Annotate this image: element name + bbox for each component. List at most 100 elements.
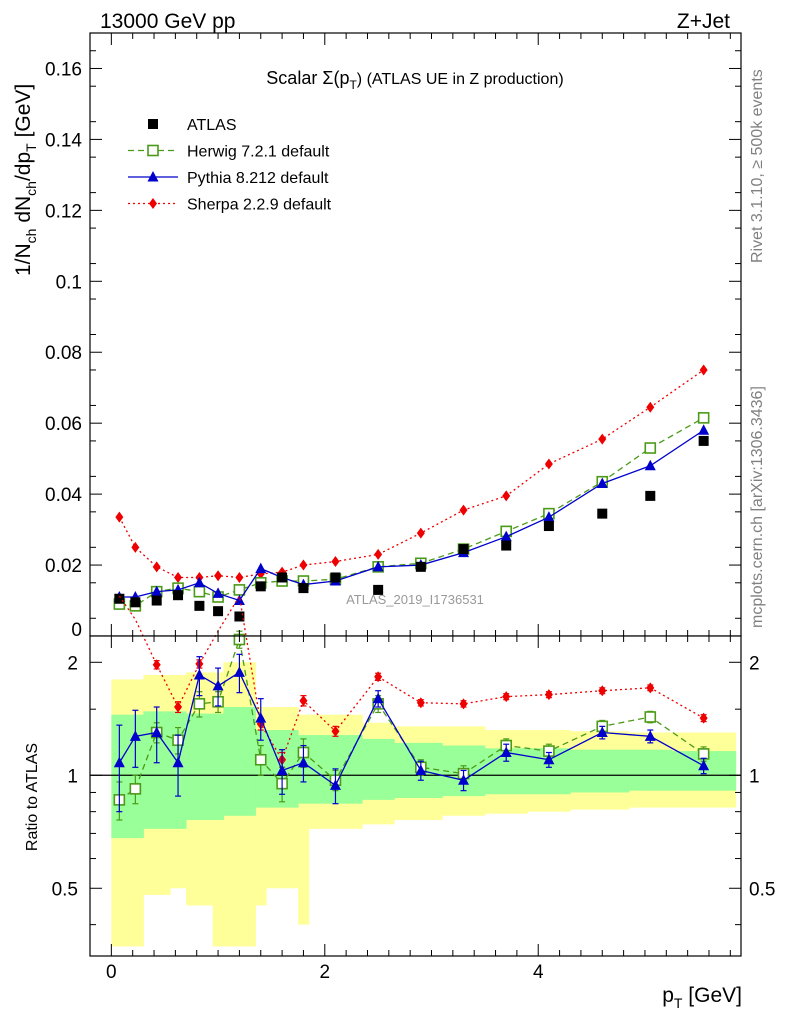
pythia-ratio-point [458,774,470,785]
pythia-ratio-point [172,756,184,768]
herwig-ratio-point [254,753,267,766]
sherpa-point [299,559,308,571]
sherpa-ratio-point [544,689,553,701]
atlas-point [130,597,141,608]
herwig-point [193,585,206,598]
herwig-ratio-point [644,711,657,723]
pythia-ratio-point [129,730,141,741]
sherpa-ratio-point [174,701,183,713]
pythia-ratio-point [543,753,555,765]
atlas-point [698,435,709,446]
pythia-ratio-point [596,726,608,738]
sherpa-ratio-point [502,691,511,703]
sherpa-ratio-point [331,725,340,737]
x-axis-label-text: p [662,984,674,1007]
y-tick-label: 0.02 [45,556,82,577]
atlas-point [645,490,656,501]
uncertainty-band-yellow [298,714,310,925]
sherpa-point [699,364,708,376]
pythia-ratio-point [193,668,205,680]
herwig-point [644,442,657,454]
sherpa-ratio-point [152,659,161,671]
sherpa-point [502,490,511,502]
mcplots-label: mcplots.cern.ch [arXiv:1306.3436] [749,386,766,628]
sherpa-point [214,570,223,582]
pythia-ratio-point [644,730,656,741]
y-axis-label-sub1: ch [23,229,39,244]
pythia-point [372,560,384,572]
atlas-point [173,590,184,601]
atlas-point [255,581,266,592]
pythia-ratio-point [113,756,125,768]
pythia-ratio-point [297,756,309,768]
atlas-point [114,593,125,604]
y-tick-label: 0.16 [45,59,82,80]
y-tick-label: 0.06 [45,414,82,435]
herwig-ratio-point [193,698,206,710]
pythia-point [543,511,555,522]
plot-title: Scalar Σ(pT) (ATLAS UE in Z production) [266,68,563,92]
ratio-axis-label: Ratio to ATLAS [24,743,41,851]
pythia-ratio-point [329,779,341,790]
pythia-point [500,530,512,542]
x-tick-label: 0 [106,962,117,983]
sherpa-ratio-point [459,698,468,710]
sherpa-point [131,541,140,553]
uncertainty-band-green [223,707,256,816]
x-axis-label: pT [GeV] [662,984,742,1011]
ratio-overflow-mask-bottom [90,957,741,1017]
ratio-tick-label: 0.5 [52,879,78,900]
plot-title-suffix: ) (ATLAS UE in Z production) [357,71,564,88]
pythia-ratio-point [255,712,267,723]
y-axis-label: 1/Nch dNch/dpT [GeV] [12,84,39,276]
sherpa-ratio-point [699,712,708,724]
ratio-plot-border [89,635,742,957]
y-tick-label: 0.12 [45,201,82,222]
legend: ATLAS Herwig 7.2.1 default Pythia 8.212 de… [128,117,332,214]
pythia-ratio-point [151,726,163,738]
sherpa-point [174,571,183,583]
y-axis-label-mid: dN [12,196,35,229]
ratio-tick-label: 2 [67,653,78,674]
atlas-point [277,572,288,583]
pythia-point [596,477,608,488]
sherpa-point [152,561,161,573]
plot-title-prefix: Scalar Σ(p [266,68,349,88]
herwig-ratio-point [697,748,710,760]
y-tick-label: 0.04 [45,485,82,506]
sherpa-ratio-point [646,682,655,694]
x-axis-label-unit: [GeV] [682,984,742,1007]
sherpa-point [598,433,607,445]
sherpa-point [374,548,383,560]
atlas-point [330,572,341,583]
pythia-ratio-point [372,692,384,704]
pythia-point [193,576,205,588]
atlas-point [373,584,384,595]
y-tick-label: 0.14 [45,130,82,151]
atlas-point [194,600,205,611]
pythia-point [255,562,267,574]
main-panel: ATLAS_2019_I1736531 0 0.02 0.04 0.06 0.08 0.1… [12,32,742,641]
y-axis-label-sub2: ch [23,181,39,196]
ratio-tick-label-right: 0.5 [749,879,775,900]
sherpa-point [331,556,340,568]
ratio-tick-label-right: 1 [749,766,760,787]
pythia-ratio-point [698,759,710,771]
pythia-ratio-point [500,746,512,757]
sherpa-point [646,401,655,413]
y-axis-label-mid2: /dp [12,152,35,181]
atlas-point [151,595,162,606]
atlas-point [458,544,469,555]
pythia-point [151,585,163,597]
atlas-point [501,540,512,551]
legend-label: Herwig 7.2.1 default [187,144,330,161]
x-tick-label: 2 [319,962,330,983]
watermark: ATLAS_2019_I1736531 [346,592,484,607]
rivet-label: Rivet 3.1.10, ≥ 500k events [749,69,766,263]
y-tick-label: 0.08 [45,343,82,364]
sherpa-point [416,527,425,539]
uncertainty-band-green [362,738,395,800]
atlas-point [298,583,309,594]
legend-label: ATLAS [187,117,237,134]
